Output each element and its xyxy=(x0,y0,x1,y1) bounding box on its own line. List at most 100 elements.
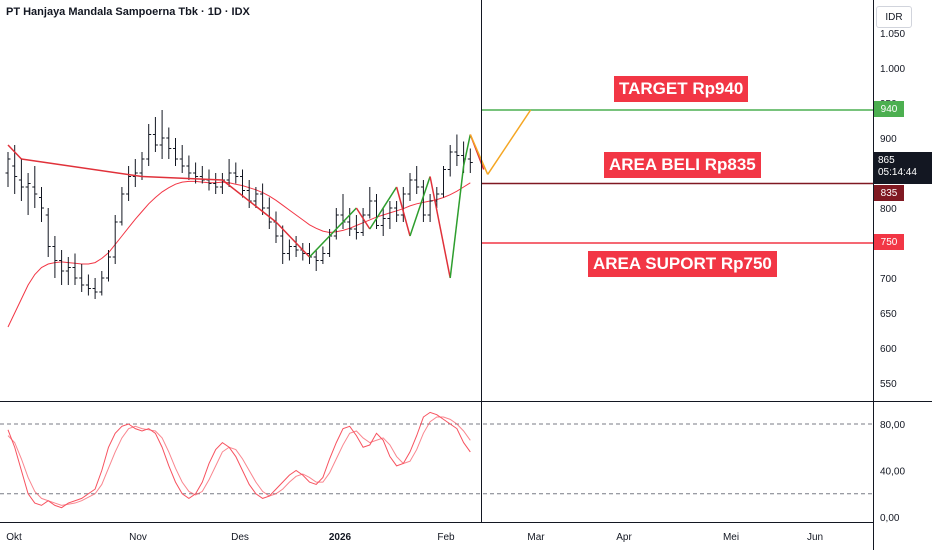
wave-down-segment xyxy=(355,207,371,230)
ohlc-bar xyxy=(25,173,31,215)
ohlc-bar xyxy=(313,250,319,271)
support-annotation: AREA SUPORT Rp750 xyxy=(588,251,777,277)
wave-down-segment xyxy=(141,175,223,181)
ohlc-bar xyxy=(454,134,460,166)
ohlc-bar xyxy=(374,194,379,229)
wave-down-segment xyxy=(429,176,451,279)
price-tick-label: 550 xyxy=(880,379,897,390)
ohlc-bar xyxy=(213,173,219,194)
ohlc-bar xyxy=(253,187,259,208)
buy-price-tag: 835 xyxy=(874,185,904,201)
target-annotation: TARGET Rp940 xyxy=(614,76,749,102)
ohlc-bar xyxy=(353,215,359,240)
ohlc-bar xyxy=(173,138,178,166)
ohlc-bar xyxy=(347,208,353,236)
ohlc-bar xyxy=(320,246,326,264)
price-tick-label: 650 xyxy=(880,309,897,320)
ohlc-bar xyxy=(427,194,433,222)
ohlc-bar xyxy=(273,211,279,243)
ohlc-bar xyxy=(246,180,252,208)
ohlc-bar xyxy=(360,208,366,236)
ohlc-bar xyxy=(72,253,78,285)
currency-button[interactable]: IDR xyxy=(876,6,912,28)
buy-area-annotation: AREA BELI Rp835 xyxy=(604,152,761,178)
ohlc-bar xyxy=(394,201,400,222)
ohlc-bar xyxy=(260,183,266,215)
time-tick-label: Nov xyxy=(129,532,147,543)
moving-average-line xyxy=(7,180,471,328)
ohlc-bar xyxy=(179,145,185,173)
wave-up-segment xyxy=(449,165,465,279)
chart-title: PT Hanjaya Mandala Sampoerna Tbk · 1D · … xyxy=(6,6,250,18)
ohlc-bar xyxy=(132,159,138,187)
time-tick-label: Apr xyxy=(616,532,632,543)
bar-countdown: 05:14:44 xyxy=(878,167,917,178)
ohlc-bar xyxy=(146,124,152,166)
wave-down-segment xyxy=(21,158,143,178)
target-price-tag: 940 xyxy=(874,101,904,117)
ohlc-bar xyxy=(307,243,312,264)
osc-tick-label: 0,00 xyxy=(880,513,900,524)
time-tick-label: Mar xyxy=(527,532,545,543)
stochastic-k-line xyxy=(7,411,471,509)
wave-down-segment xyxy=(7,144,22,160)
ohlc-bar xyxy=(286,239,292,261)
ohlc-bar xyxy=(112,215,118,264)
ohlc-bar xyxy=(152,117,158,152)
ohlc-bar xyxy=(18,159,24,201)
ohlc-bar xyxy=(186,155,192,180)
ohlc-bar xyxy=(467,148,473,173)
ohlc-bar xyxy=(5,152,11,187)
price-tick-label: 1.000 xyxy=(880,64,905,75)
projection-line xyxy=(487,109,532,175)
time-tick-label: Jun xyxy=(807,532,823,543)
wave-up-segment xyxy=(329,207,357,237)
ohlc-bar xyxy=(106,250,111,282)
ohlc-bar xyxy=(92,278,98,299)
ohlc-bar xyxy=(65,257,71,285)
ohlc-bar xyxy=(166,127,172,159)
ohlc-bar xyxy=(293,236,299,257)
ohlc-bar xyxy=(219,173,225,194)
ohlc-bar xyxy=(387,201,393,229)
ohlc-bar xyxy=(139,152,145,180)
ohlc-bar xyxy=(380,208,386,236)
ohlc-bar xyxy=(99,271,105,296)
ohlc-bar xyxy=(367,187,373,219)
price-tick-label: 700 xyxy=(880,274,897,285)
ohlc-bar xyxy=(240,169,245,198)
ohlc-bar xyxy=(420,180,426,222)
wave-down-segment xyxy=(221,179,277,223)
wave-down-segment xyxy=(395,186,411,237)
ohlc-bar xyxy=(79,264,85,292)
price-tick-label: 800 xyxy=(880,204,897,215)
ohlc-bar xyxy=(159,110,165,159)
price-tick-label: 1.050 xyxy=(880,29,905,40)
wave-up-segment xyxy=(308,235,331,258)
ohlc-bar xyxy=(32,166,38,208)
last-price-tag: 865 05:14:44 xyxy=(874,152,932,184)
ohlc-bar xyxy=(52,236,58,278)
ohlc-bar xyxy=(126,166,132,201)
time-tick-label: Mei xyxy=(723,532,739,543)
ohlc-bar xyxy=(407,173,413,201)
price-tick-label: 600 xyxy=(880,344,897,355)
ohlc-bar xyxy=(414,166,420,194)
ohlc-bar xyxy=(45,208,51,257)
wave-up-segment xyxy=(369,186,398,230)
ohlc-bar xyxy=(199,166,205,184)
support-price-tag: 750 xyxy=(874,234,904,250)
ohlc-bar xyxy=(12,145,18,194)
ohlc-bar xyxy=(119,187,125,226)
osc-tick-label: 40,00 xyxy=(880,467,905,478)
ohlc-bar xyxy=(233,162,239,184)
wave-down-segment xyxy=(275,221,311,258)
ohlc-bar xyxy=(193,162,199,184)
wave-up-segment xyxy=(462,134,472,167)
ohlc-bar xyxy=(85,274,91,296)
wave-up-segment xyxy=(409,176,431,237)
projection-lead-line xyxy=(469,134,489,175)
time-tick-label: 2026 xyxy=(329,532,352,543)
stochastic-d-line xyxy=(7,416,471,506)
